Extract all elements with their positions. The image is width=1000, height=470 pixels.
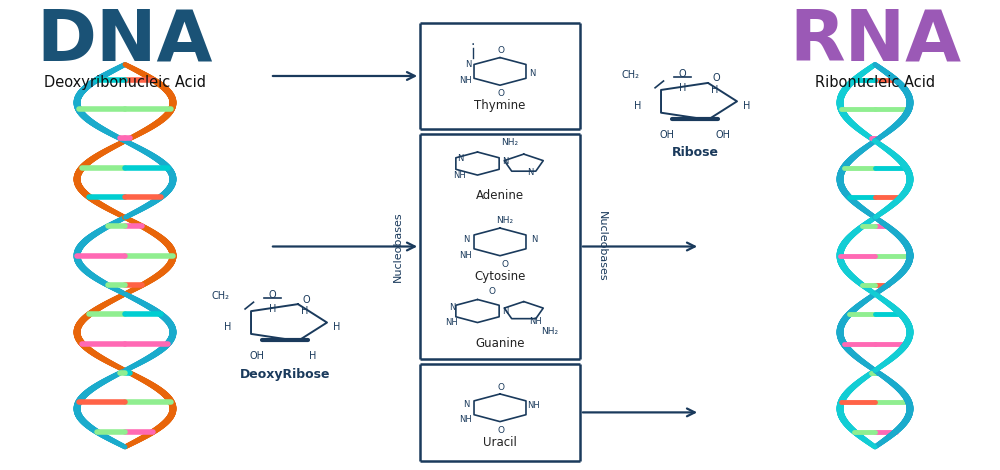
Text: H: H — [711, 85, 719, 95]
Text: NH: NH — [460, 76, 472, 85]
Text: OH: OH — [716, 130, 730, 140]
Text: H: H — [309, 351, 317, 360]
Text: Guanine: Guanine — [475, 337, 525, 350]
Text: OH: OH — [249, 351, 264, 360]
Text: O: O — [679, 69, 686, 79]
Text: CH₂: CH₂ — [622, 70, 640, 80]
Text: O: O — [498, 383, 505, 392]
Text: N: N — [457, 155, 463, 164]
Text: NH: NH — [460, 415, 472, 424]
Text: NH₂: NH₂ — [541, 327, 559, 336]
Text: H: H — [679, 83, 687, 93]
Text: O: O — [269, 290, 276, 300]
Text: N: N — [465, 60, 471, 69]
Text: CH₂: CH₂ — [212, 291, 230, 301]
Text: H: H — [224, 322, 232, 332]
Text: O: O — [488, 287, 496, 296]
Text: N: N — [502, 157, 508, 166]
Text: NH: NH — [454, 171, 466, 180]
Text: N: N — [463, 235, 469, 244]
Text: NH: NH — [446, 318, 458, 327]
Text: NH₂: NH₂ — [496, 216, 514, 225]
Text: N: N — [527, 168, 533, 177]
Text: O: O — [498, 426, 505, 435]
Text: N: N — [463, 400, 469, 408]
Text: O: O — [502, 260, 509, 269]
Text: OH: OH — [659, 130, 674, 140]
Text: Deoxyribonucleic Acid: Deoxyribonucleic Acid — [44, 75, 206, 90]
Text: NH: NH — [460, 251, 472, 260]
Text: Thymine: Thymine — [474, 100, 526, 112]
Text: Uracil: Uracil — [483, 436, 517, 449]
Text: N: N — [531, 235, 537, 244]
Text: O: O — [498, 89, 505, 98]
Text: DeoxyRibose: DeoxyRibose — [240, 368, 330, 381]
Text: N: N — [529, 69, 535, 78]
Text: Ribose: Ribose — [672, 147, 718, 159]
Text: NH₂: NH₂ — [501, 138, 519, 147]
Text: NH: NH — [527, 401, 539, 410]
Text: H: H — [269, 304, 277, 313]
Text: DNA: DNA — [37, 7, 213, 76]
Text: H: H — [634, 101, 642, 111]
Text: H: H — [301, 306, 309, 316]
Text: Cytosine: Cytosine — [474, 270, 526, 283]
Text: H: H — [333, 322, 341, 332]
Text: Nucleobases: Nucleobases — [597, 211, 607, 282]
Text: Nucleobases: Nucleobases — [393, 211, 403, 282]
Text: RNA: RNA — [789, 7, 961, 76]
Text: O: O — [302, 295, 310, 305]
Text: O: O — [712, 73, 720, 83]
Text: Adenine: Adenine — [476, 189, 524, 202]
Text: O: O — [498, 46, 505, 55]
Text: N: N — [502, 307, 508, 316]
Text: NH: NH — [529, 317, 541, 326]
Text: ·: · — [471, 38, 475, 52]
Text: H: H — [743, 101, 751, 111]
Text: N: N — [449, 303, 455, 312]
Text: Ribonucleic Acid: Ribonucleic Acid — [815, 75, 935, 90]
